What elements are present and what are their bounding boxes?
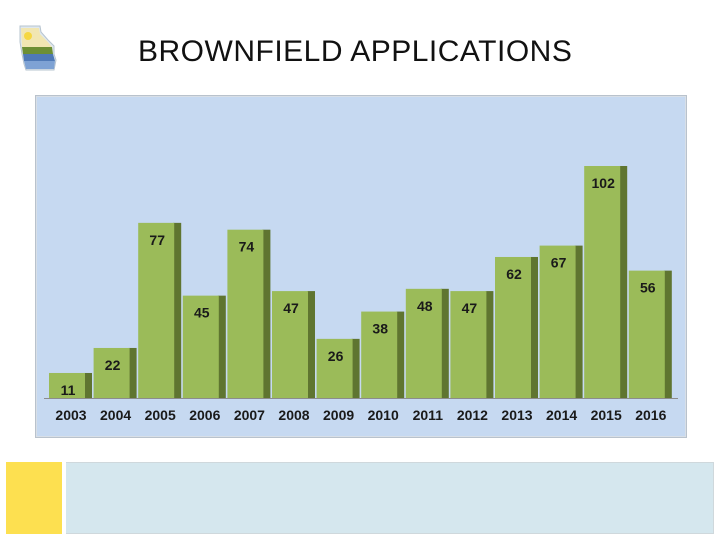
bar-side [440, 288, 449, 398]
bar-chart: 11 2003 22 2004 77 2005 45 2006 74 2007 47 2008 26 20… [35, 95, 687, 438]
bar-side [396, 311, 405, 398]
x-tick-label: 2010 [368, 407, 399, 423]
bar-group: 26 2009 [316, 338, 360, 423]
x-tick-label: 2005 [145, 407, 176, 423]
x-tick-label: 2006 [189, 407, 220, 423]
bar-side [262, 229, 271, 398]
bottom-panel [6, 462, 714, 534]
x-tick-label: 2016 [635, 407, 666, 423]
bar [49, 372, 85, 398]
x-tick-label: 2011 [413, 407, 444, 423]
data-label: 67 [551, 255, 567, 271]
x-tick-label: 2009 [323, 407, 354, 423]
bar-side [530, 256, 538, 398]
x-tick-label: 2014 [546, 407, 577, 423]
data-label: 62 [506, 266, 522, 282]
bar [495, 256, 531, 398]
data-label: 45 [194, 305, 210, 321]
bar-group: 47 2008 [272, 291, 315, 423]
bar [138, 222, 175, 398]
bar-group: 22 2004 [93, 347, 137, 423]
data-label: 56 [640, 280, 656, 296]
bar-side [663, 270, 672, 398]
bar [584, 165, 621, 398]
data-label: 11 [61, 382, 76, 398]
data-label: 26 [328, 348, 344, 364]
bar-side [307, 291, 315, 398]
bar-group: 11 2003 [49, 372, 92, 423]
bar-side [351, 338, 360, 398]
x-tick-label: 2004 [100, 407, 131, 423]
bar-group: 67 2014 [539, 245, 583, 423]
x-tick-label: 2003 [55, 407, 86, 423]
data-label: 47 [462, 300, 478, 316]
x-tick-label: 2015 [591, 407, 622, 423]
bar-group: 74 2007 [227, 229, 271, 423]
bar-side [574, 245, 583, 398]
x-tick-label: 2007 [234, 407, 265, 423]
bar-group: 48 2011 [405, 288, 449, 423]
data-label: 77 [149, 232, 165, 248]
bar-group: 102 2015 [584, 165, 628, 423]
data-label: 38 [372, 321, 388, 337]
bar-group: 77 2005 [138, 222, 182, 423]
bar-side [128, 347, 137, 398]
bar [539, 245, 576, 398]
x-tick-label: 2008 [278, 407, 309, 423]
bar-group: 62 2013 [495, 256, 538, 423]
data-label: 102 [592, 175, 616, 191]
bar-group: 47 2012 [450, 291, 494, 423]
bar [316, 338, 353, 398]
bar [227, 229, 264, 398]
bar [450, 291, 487, 398]
bar-chart-svg: 11 2003 22 2004 77 2005 45 2006 74 2007 47 2008 26 20… [44, 165, 678, 423]
bar [182, 295, 219, 398]
bar-side [217, 295, 226, 398]
x-tick-label: 2012 [457, 407, 488, 423]
bar [93, 347, 130, 398]
data-label: 74 [239, 239, 255, 255]
bar [628, 270, 665, 398]
x-tick-label: 2013 [501, 407, 532, 423]
bar [272, 291, 308, 398]
bar-side [173, 222, 182, 398]
data-label: 47 [283, 300, 299, 316]
bar-group: 45 2006 [182, 295, 226, 423]
bar-side [619, 165, 628, 398]
bar-side [84, 372, 92, 398]
data-label: 22 [105, 357, 121, 373]
bar-group: 56 2016 [628, 270, 672, 423]
bar-group: 38 2010 [361, 311, 405, 423]
bar [361, 311, 398, 398]
bar-side [485, 291, 494, 398]
bar [405, 288, 442, 398]
slide-title: BROWNFIELD APPLICATIONS [138, 35, 573, 68]
data-label: 48 [417, 298, 433, 314]
georgia-logo-icon [19, 25, 57, 71]
bottom-accent-block [6, 462, 66, 534]
